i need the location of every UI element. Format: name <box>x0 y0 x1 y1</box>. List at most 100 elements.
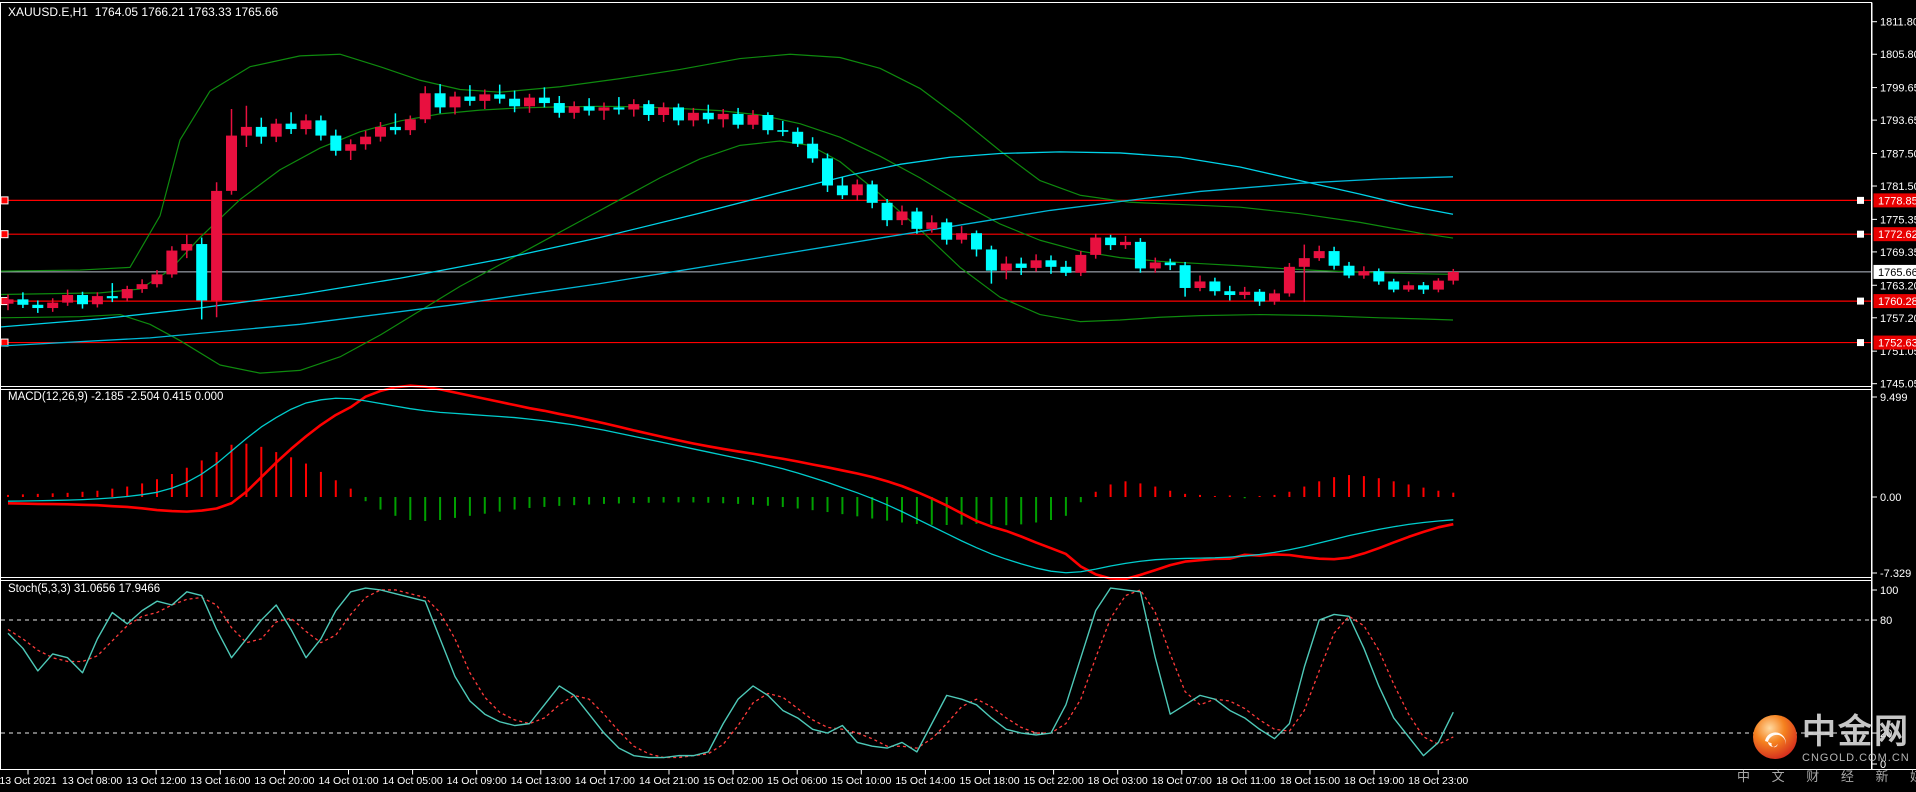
stoch-indicator-label: Stoch(5,3,3) 31.0656 17.9466 <box>8 583 161 595</box>
candle-bearish <box>1179 265 1191 288</box>
chart-title: XAUUSD.E,H1 1764.05 1766.21 1763.33 1765… <box>8 5 279 19</box>
candle-bullish <box>1194 281 1206 288</box>
stoch-axis-label: 20 <box>1880 728 1892 740</box>
candle-bearish <box>1105 237 1117 246</box>
time-axis-label: 18 Oct 11:00 <box>1216 775 1276 787</box>
time-axis-label: 13 Oct 20:00 <box>254 775 314 787</box>
stoch-axis-label: 0 <box>1880 759 1886 771</box>
candle-bearish <box>1134 241 1146 269</box>
cngold-logo-icon <box>1753 715 1797 759</box>
candle-bullish <box>360 136 372 145</box>
candle-bearish <box>1328 251 1340 266</box>
candle-bearish <box>971 233 982 250</box>
time-axis-label: 13 Oct 16:00 <box>190 775 250 787</box>
candle-bullish <box>1358 271 1370 276</box>
time-axis-label: 14 Oct 09:00 <box>447 775 507 787</box>
candle-bullish <box>136 284 148 290</box>
time-axis-label: 13 Oct 08:00 <box>62 775 122 787</box>
candle-bullish <box>1120 241 1131 246</box>
candle-bullish <box>91 296 103 305</box>
candle-bullish <box>524 97 535 107</box>
time-axis-label: 13 Oct 2021 <box>0 775 57 787</box>
price-tag-level <box>1873 227 1916 242</box>
candle-bearish <box>494 94 506 99</box>
candle-bullish <box>1149 262 1161 269</box>
moving-average-slow-line <box>0 176 1454 347</box>
candle-bullish <box>151 274 163 285</box>
macd-axis-label: 0.00 <box>1880 492 1901 504</box>
price-axis-label: 1799.65 <box>1880 83 1916 95</box>
hline-left-handle-icon[interactable] <box>0 196 9 205</box>
bollinger-upper-line <box>0 53 1454 272</box>
price-tag-level <box>1873 193 1916 208</box>
hline-left-handle-icon[interactable] <box>0 230 9 239</box>
candle-bearish <box>1343 265 1355 276</box>
hline-right-handle-icon[interactable] <box>1857 230 1864 238</box>
price-tag-current <box>1873 264 1916 279</box>
candle-bearish <box>583 106 595 111</box>
candle-bearish <box>822 158 833 186</box>
candle-bullish <box>181 244 193 251</box>
time-axis-label: 18 Oct 15:00 <box>1280 775 1340 787</box>
price-axis-label: 1805.80 <box>1880 49 1916 61</box>
candle-bearish <box>985 249 997 271</box>
price-axis-label: 1757.20 <box>1880 313 1916 325</box>
candle-bullish <box>598 107 610 111</box>
candle-bearish <box>941 222 953 240</box>
hline-right-handle-icon[interactable] <box>1857 196 1864 204</box>
candle-bullish <box>62 295 74 303</box>
candle-bullish <box>1447 271 1459 281</box>
time-axis-label: 15 Oct 10:00 <box>831 775 891 787</box>
candle-bearish <box>389 126 401 131</box>
price-axis-label: 1763.20 <box>1880 280 1916 292</box>
time-axis-label: 14 Oct 21:00 <box>639 775 699 787</box>
candle-bearish <box>538 97 550 104</box>
candle-bearish <box>881 202 893 221</box>
candle-bullish <box>300 120 312 130</box>
candle-bearish <box>255 126 267 137</box>
candle-bearish <box>1060 266 1072 273</box>
price-tag-level-label: 1752.63 <box>1878 338 1916 350</box>
time-axis-label: 14 Oct 05:00 <box>383 775 443 787</box>
hline-right-handle-icon[interactable] <box>1857 339 1864 347</box>
candle-bearish <box>836 185 848 196</box>
candle-bearish <box>32 304 44 309</box>
price-axis-label: 1745.05 <box>1880 379 1916 391</box>
candle-bearish <box>1045 260 1057 267</box>
hline-right-handle-icon[interactable] <box>1857 297 1864 305</box>
price-tag-level-label: 1778.85 <box>1878 195 1916 207</box>
macd-axis-label: 9.499 <box>1880 392 1908 404</box>
candle-bearish <box>315 120 327 136</box>
candle-bearish <box>1388 281 1400 290</box>
price-axis-label: 1787.50 <box>1880 148 1916 160</box>
candle-bullish <box>449 96 461 108</box>
candle-bearish <box>106 296 118 299</box>
time-axis-label: 15 Oct 14:00 <box>895 775 955 787</box>
candle-bullish <box>1283 266 1295 294</box>
time-axis-label: 18 Oct 23:00 <box>1408 775 1468 787</box>
candle-bearish <box>613 107 625 110</box>
time-axis-label: 18 Oct 03:00 <box>1088 775 1148 787</box>
candle-bullish <box>166 250 178 275</box>
candle-bullish <box>926 222 938 229</box>
time-axis-label: 15 Oct 06:00 <box>767 775 827 787</box>
candle-bullish <box>658 107 670 115</box>
time-axis-label: 15 Oct 02:00 <box>703 775 763 787</box>
candle-bullish <box>568 106 580 113</box>
time-axis-label: 15 Oct 22:00 <box>1024 775 1084 787</box>
bollinger-middle-line <box>0 105 1454 296</box>
time-axis-label: 18 Oct 19:00 <box>1344 775 1404 787</box>
price-axis-label: 1811.80 <box>1880 17 1916 29</box>
candle-bearish <box>1373 271 1385 282</box>
candle-bullish <box>2 299 14 304</box>
time-axis-label: 14 Oct 17:00 <box>575 775 635 787</box>
candle-bullish <box>1313 251 1325 259</box>
bollinger-lower-line <box>0 140 1454 374</box>
candle-bearish <box>330 135 342 151</box>
candle-bullish <box>628 104 640 110</box>
watermark-brand: 中金网 <box>1802 713 1910 751</box>
watermark: 中金网 CNGOLD.COM.CN <box>1752 714 1910 764</box>
candle-bullish <box>47 302 59 309</box>
